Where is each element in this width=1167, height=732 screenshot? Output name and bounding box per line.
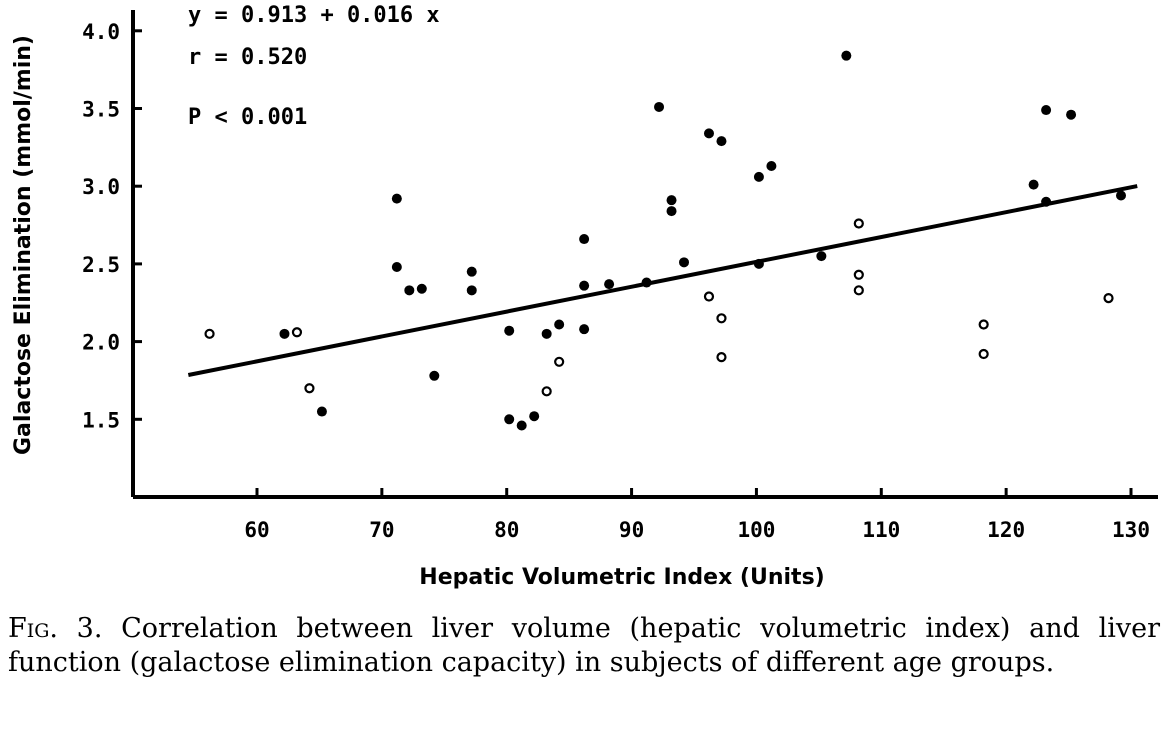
data-point-filled (316, 406, 327, 417)
x-tick-label: 90 (619, 518, 644, 542)
data-point-filled (541, 328, 552, 339)
regression-line (187, 184, 1138, 377)
data-point-filled (641, 277, 652, 288)
data-point-filled (429, 370, 440, 381)
data-point-filled (716, 136, 727, 147)
y-tick-label: 1.5 (82, 408, 120, 432)
x-tick-label: 120 (987, 518, 1025, 542)
scatter-chart: 1.52.02.53.03.54.0 60 70 80 90 100 110 120 130 … (11, 3, 1158, 590)
data-point-open (554, 356, 565, 367)
data-point-open (853, 285, 864, 296)
data-point-filled (666, 195, 677, 206)
data-point-open (1103, 292, 1114, 304)
data-point-filled (279, 328, 290, 339)
data-point-filled (816, 251, 827, 262)
y-tick-label: 3.5 (82, 98, 120, 122)
caption-text: Correlation between liver volume (hepati… (8, 613, 1160, 678)
x-tick-label: 110 (862, 518, 900, 542)
data-point-filled (841, 50, 852, 61)
x-tick-label: 130 (1112, 518, 1150, 542)
x-tick-label: 100 (737, 518, 775, 542)
axes (131, 10, 1158, 499)
data-point-filled (391, 262, 402, 273)
x-tick-label: 80 (494, 518, 519, 542)
data-point-filled (1028, 179, 1039, 190)
data-point-filled (416, 283, 427, 294)
data-point-open (541, 386, 552, 397)
data-point-filled (1066, 109, 1077, 120)
data-point-open (716, 352, 727, 363)
y-axis-ticks: 1.5 2.0 2.5 3.0 3.5 4.0 (82, 20, 142, 432)
data-point-filled (529, 411, 540, 422)
data-point-filled (579, 324, 590, 335)
data-point-filled (1041, 196, 1052, 207)
data-point-open (304, 383, 315, 394)
data-point-filled (554, 319, 565, 330)
data-point-open (291, 327, 303, 338)
y-tick-label: 2.5 (82, 253, 120, 277)
data-point-filled (466, 285, 477, 296)
data-point-filled (1116, 190, 1127, 201)
data-points (204, 50, 1127, 431)
data-point-filled (753, 258, 764, 269)
y-tick-label: 3.0 (82, 175, 120, 199)
y-tick-label: 4.0 (82, 20, 120, 44)
data-point-filled (1041, 105, 1052, 116)
data-point-filled (766, 160, 777, 171)
data-point-filled (604, 279, 615, 290)
data-point-filled (703, 128, 714, 139)
y-axis-label: Galactose Elimination (mmol/min) (11, 35, 36, 455)
data-point-filled (753, 171, 764, 182)
data-point-filled (516, 420, 527, 431)
correlation-coefficient: r = 0.520 (188, 45, 307, 70)
data-point-open (978, 319, 989, 330)
data-point-open (703, 291, 715, 302)
data-point-filled (404, 285, 415, 296)
data-point-open (716, 313, 727, 324)
data-point-open (853, 269, 864, 280)
data-point-open (853, 218, 864, 229)
data-point-filled (466, 266, 477, 277)
x-tick-label: 60 (244, 518, 269, 542)
p-value: P < 0.001 (188, 105, 307, 130)
data-point-filled (391, 193, 402, 204)
data-point-filled (579, 280, 590, 291)
data-point-filled (504, 325, 515, 336)
regression-equation: y = 0.913 + 0.016 x (188, 3, 440, 28)
data-point-filled (579, 234, 590, 245)
data-point-filled (679, 257, 690, 268)
data-point-filled (666, 206, 677, 217)
y-tick-label: 2.0 (82, 331, 120, 355)
data-point-filled (654, 101, 665, 112)
caption-label: Fig. 3. (8, 613, 103, 644)
data-point-filled (504, 414, 515, 425)
data-point-open (204, 328, 215, 339)
data-point-open (978, 348, 989, 360)
x-axis-ticks: 60 70 80 90 100 110 120 130 (244, 488, 1150, 542)
figure-caption: Fig. 3. Correlation between liver volume… (8, 612, 1160, 680)
x-tick-label: 70 (369, 518, 394, 542)
x-axis-label: Hepatic Volumetric Index (Units) (419, 565, 824, 590)
